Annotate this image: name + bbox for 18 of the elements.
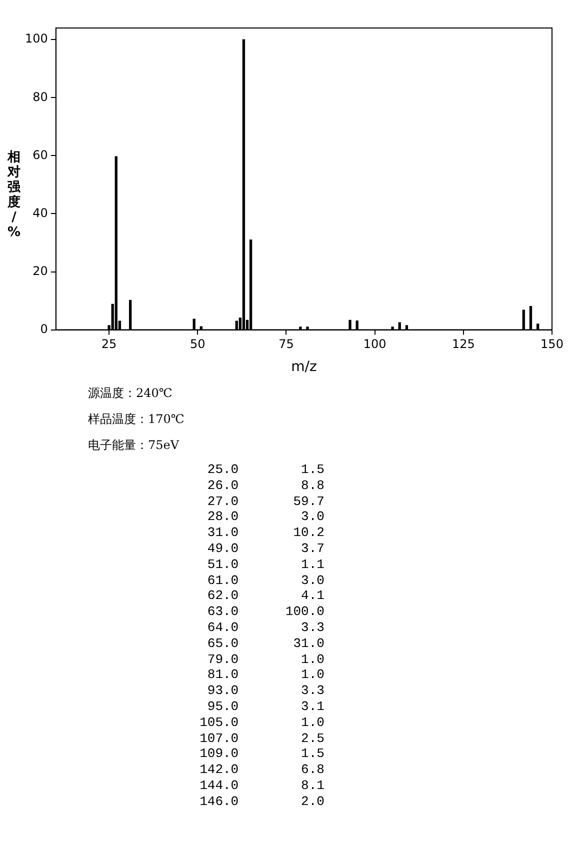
y-axis-title: 相对强度/% xyxy=(6,150,22,240)
x-tick-label: 150 xyxy=(540,337,564,352)
y-tick-label: 100 xyxy=(25,32,48,46)
text: 源温度：240℃ xyxy=(88,385,174,402)
x-tick-label: 125 xyxy=(452,337,475,352)
x-tick-label: 50 xyxy=(190,337,206,352)
x-tick-label: 100 xyxy=(363,337,386,352)
text: 25.0 1.5 26.0 8.8 27.0 59.7 28.0 3.0 31.0 10.2 49.0 3.7 51.0 1.1 61.0 3.0 62.0 4.1 63.0 100.0 64.0 3.3 65.0 31.0 79.0 1.0 81.0 1.0 93.0 3.3 95.0 3.1 105.0 1.0 107.0 2.5 109.0 1.5 142.0 6.8 144.0 8.1 146.0 2.0 xyxy=(200,462,324,809)
x-tick-label: 25 xyxy=(101,337,117,352)
y-tick-label: 20 xyxy=(32,264,48,278)
y-tick-label: 60 xyxy=(32,148,48,162)
x-axis-title: m/z xyxy=(291,359,317,376)
text: 电子能量：75eV xyxy=(88,437,180,454)
y-tick-label: 80 xyxy=(32,90,48,104)
text: 样品温度：170℃ xyxy=(88,411,186,428)
y-tick-label: 40 xyxy=(32,206,48,220)
x-tick-label: 75 xyxy=(278,337,294,352)
y-tick-label: 0 xyxy=(40,322,48,336)
